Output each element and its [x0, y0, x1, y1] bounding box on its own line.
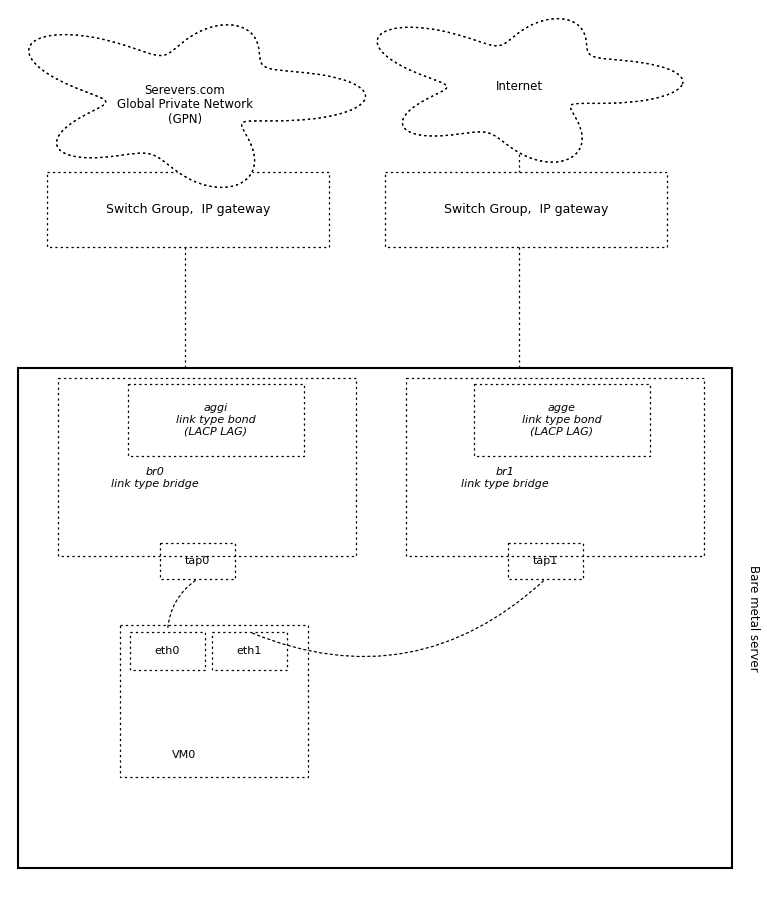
Bar [58, 378, 356, 556]
Text: VM0: VM0 [172, 750, 196, 760]
Polygon shape [28, 24, 366, 188]
Bar [212, 632, 287, 670]
Text: Switch Group,  IP gateway: Switch Group, IP gateway [106, 203, 270, 216]
Text: br0
link type bridge: br0 link type bridge [111, 467, 199, 489]
Polygon shape [377, 19, 683, 162]
Bar [406, 378, 704, 556]
Bar [47, 172, 329, 247]
Text: Switch Group,  IP gateway: Switch Group, IP gateway [444, 203, 608, 216]
Bar [128, 384, 304, 456]
Bar [120, 625, 308, 777]
Bar [160, 543, 235, 579]
Text: eth1: eth1 [237, 646, 262, 656]
Text: aggi
link type bond
(LACP LAG): aggi link type bond (LACP LAG) [176, 403, 256, 437]
Text: Bare metal server: Bare metal server [748, 564, 761, 671]
Bar [474, 384, 650, 456]
Bar [385, 172, 667, 247]
Bar [130, 632, 205, 670]
Text: Serevers.com
Global Private Network
(GPN): Serevers.com Global Private Network (GPN… [117, 83, 253, 127]
Text: agge
link type bond
(LACP LAG): agge link type bond (LACP LAG) [522, 403, 602, 437]
Text: Internet: Internet [495, 81, 542, 93]
Text: tap0: tap0 [185, 556, 210, 566]
Text: tap1: tap1 [533, 556, 558, 566]
Text: br1
link type bridge: br1 link type bridge [461, 467, 549, 489]
Text: eth0: eth0 [155, 646, 180, 656]
Bar [18, 368, 732, 868]
Bar [508, 543, 583, 579]
